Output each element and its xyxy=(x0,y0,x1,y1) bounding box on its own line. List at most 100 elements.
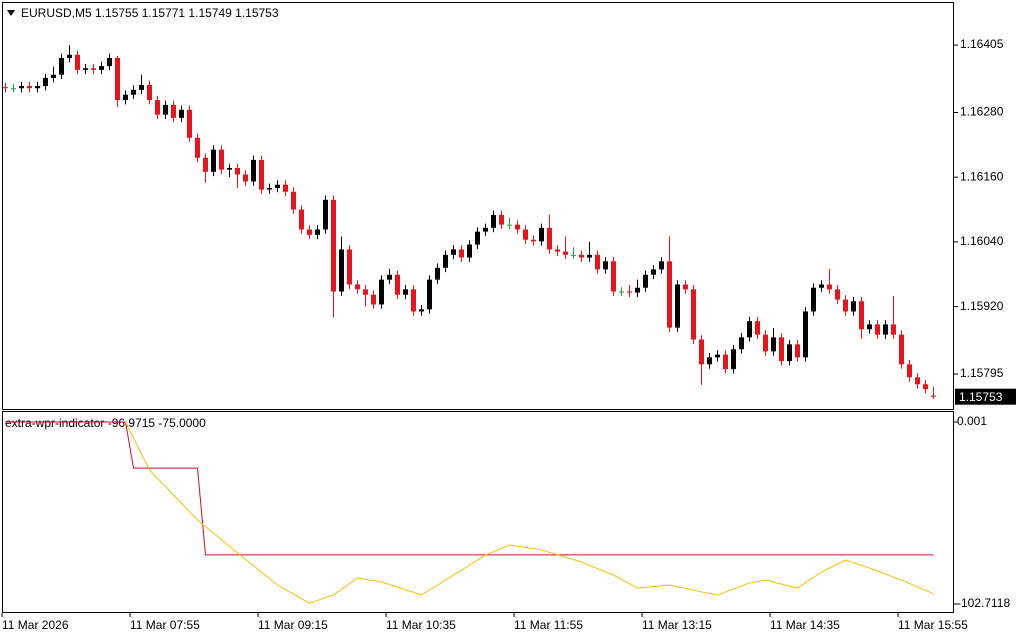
candle-body xyxy=(659,261,664,270)
candle-body xyxy=(195,137,200,158)
candle-body xyxy=(91,68,96,70)
candle-body xyxy=(163,104,168,115)
candle-body xyxy=(251,159,256,182)
candle-body xyxy=(211,149,216,172)
candle-body xyxy=(747,321,752,338)
candle-body xyxy=(299,209,304,230)
candle-body xyxy=(363,289,368,295)
price-panel xyxy=(2,2,954,410)
candle-body xyxy=(107,58,112,67)
candle-body xyxy=(187,109,192,138)
candle-body xyxy=(907,364,912,378)
y-tick-label: 1.16280 xyxy=(960,105,1004,119)
candle-body xyxy=(619,291,624,293)
candle-body xyxy=(443,254,448,268)
candle-body xyxy=(123,94,128,101)
x-tick-label: 11 Mar 10:35 xyxy=(386,618,456,632)
candle-body xyxy=(115,58,120,101)
candle-body xyxy=(651,269,656,275)
candle-body xyxy=(851,301,856,312)
candle-body xyxy=(883,324,888,335)
candle-body xyxy=(259,159,264,190)
candle-body xyxy=(11,88,16,90)
candle-body xyxy=(339,249,344,292)
candle-body xyxy=(19,86,24,89)
candle-body xyxy=(147,84,152,101)
indicator-line xyxy=(125,421,934,604)
candle-body xyxy=(483,227,488,232)
candle-body xyxy=(99,66,104,70)
candle-body xyxy=(587,254,592,258)
indicator-line xyxy=(5,421,934,556)
candle-body xyxy=(835,289,840,300)
candle-body xyxy=(579,254,584,258)
candle-body xyxy=(507,224,512,226)
candle-body xyxy=(515,224,520,230)
candle-body xyxy=(451,249,456,255)
candle-body xyxy=(83,68,88,70)
candle-body xyxy=(827,284,832,290)
candle-body xyxy=(371,294,376,305)
candle-body xyxy=(771,337,776,352)
candle-body xyxy=(547,227,552,250)
candle-body xyxy=(643,274,648,288)
candle-body xyxy=(595,254,600,270)
candle-body xyxy=(699,339,704,365)
candle-body xyxy=(563,251,568,255)
candle-body xyxy=(891,324,896,335)
candle-body xyxy=(235,168,240,175)
candle-body xyxy=(75,54,80,70)
candle-body xyxy=(715,354,720,358)
candle-body xyxy=(203,157,208,172)
candle-body xyxy=(43,77,48,87)
candle-body xyxy=(787,344,792,362)
candle-body xyxy=(667,261,672,328)
candle-body xyxy=(491,214,496,228)
candle-body xyxy=(779,337,784,362)
candle-body xyxy=(843,299,848,312)
x-tick-label: 11 Mar 07:55 xyxy=(130,618,200,632)
menu-triangle[interactable] xyxy=(7,10,15,16)
candle-body xyxy=(179,109,184,118)
candle-body xyxy=(331,199,336,292)
candle-body xyxy=(155,100,160,115)
candle-body xyxy=(387,274,392,280)
candle-body xyxy=(51,74,56,78)
candle-body xyxy=(523,229,528,240)
candle-body xyxy=(531,239,536,242)
candle-body xyxy=(739,337,744,350)
candle-body xyxy=(867,324,872,330)
candle-body xyxy=(691,289,696,340)
candle-body xyxy=(243,174,248,182)
candle-body xyxy=(635,287,640,293)
candle-body xyxy=(915,377,920,385)
candle-body xyxy=(171,104,176,118)
candle-body xyxy=(755,321,760,335)
candle-body xyxy=(923,384,928,390)
candle-body xyxy=(675,284,680,328)
x-tick-label: 11 Mar 11:55 xyxy=(514,618,583,632)
indicator-panel xyxy=(2,411,954,613)
x-tick-label: 11 Mar 09:15 xyxy=(258,618,328,632)
last-price-box xyxy=(955,388,1016,405)
candle-body xyxy=(683,284,688,290)
candle-body xyxy=(731,349,736,370)
candle-body xyxy=(67,54,72,59)
candle-body xyxy=(795,344,800,358)
indicator-label: extra-wpr-indicator -96.9715 -75.0000 xyxy=(5,416,206,430)
candle-body xyxy=(411,289,416,312)
candle-body xyxy=(403,289,408,295)
candle-body xyxy=(435,267,440,280)
candle-body xyxy=(291,191,296,210)
candle-body xyxy=(347,249,352,285)
candle-body xyxy=(35,86,40,89)
y-tick-label: 1.16405 xyxy=(960,37,1004,51)
candle-body xyxy=(875,324,880,335)
candle-body xyxy=(459,249,464,258)
candle-body xyxy=(555,249,560,252)
candle-body xyxy=(275,184,280,188)
y-tick-label: 1.15795 xyxy=(960,366,1004,380)
candle-body xyxy=(315,229,320,235)
